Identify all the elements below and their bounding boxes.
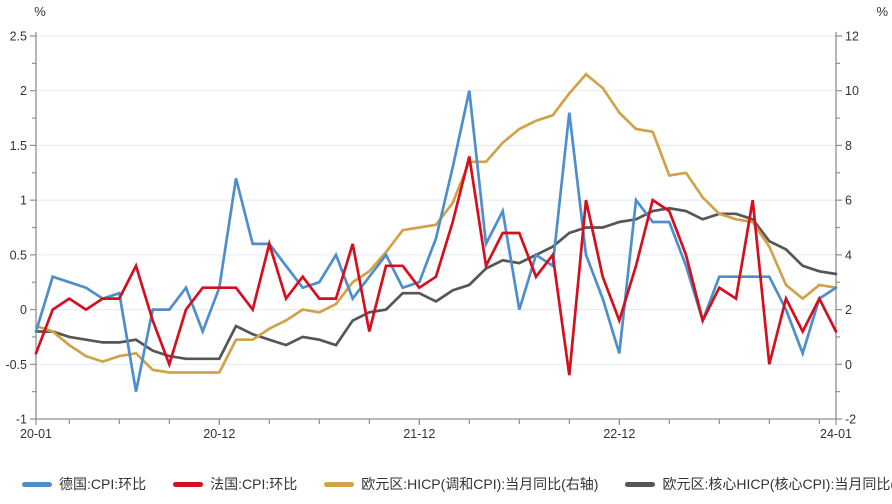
x-tick-label: 20-01 bbox=[20, 427, 52, 441]
legend-label: 欧元区:HICP(调和CPI):当月同比(右轴) bbox=[361, 476, 599, 492]
right-tick-label: 0 bbox=[845, 358, 852, 372]
x-tick-label: 22-12 bbox=[603, 427, 635, 441]
x-tick-label: 21-12 bbox=[403, 427, 435, 441]
left-tick-label: 1.5 bbox=[10, 139, 27, 153]
legend-swatch-france bbox=[173, 481, 204, 487]
gridlines bbox=[36, 35, 836, 365]
left-tick-label: 2.5 bbox=[10, 30, 27, 44]
legend-item-germany: 德国:CPI:环比 bbox=[22, 477, 146, 491]
left-tick-label: 1 bbox=[20, 194, 27, 208]
right-tick-label: 2 bbox=[845, 303, 852, 317]
left-tick-label: -1 bbox=[16, 413, 27, 427]
legend-swatch-germany bbox=[22, 481, 52, 487]
series-line-france bbox=[34, 156, 838, 376]
y-axis-left: 2.5 2 1.5 1 0.5 0 -0.5 -1% bbox=[5, 4, 46, 427]
right-tick-label: 4 bbox=[845, 248, 852, 262]
right-tick-label: 12 bbox=[845, 30, 859, 44]
legend-label: 法国:CPI:环比 bbox=[210, 476, 298, 492]
series-lines bbox=[34, 72, 838, 392]
chart-panel: 2.5 2 1.5 1 0.5 0 -0.5 -1% 12 10 8 6 4 2 0 -2% 20-01 20-1… bbox=[5, 4, 888, 441]
left-tick-label: 0 bbox=[20, 303, 27, 317]
legend-item-france: 法国:CPI:环比 bbox=[173, 477, 297, 491]
right-tick-label: 6 bbox=[845, 194, 852, 208]
legend-swatch-core_hicp bbox=[625, 481, 656, 487]
right-axis-unit: % bbox=[876, 4, 888, 19]
right-tick-label: 8 bbox=[845, 139, 852, 153]
x-tick-label: 20-12 bbox=[203, 427, 235, 441]
left-tick-label: -0.5 bbox=[5, 358, 27, 372]
right-tick-label: 10 bbox=[845, 84, 859, 98]
x-axis: 20-01 20-12 21-12 22-12 24-01 bbox=[20, 419, 852, 441]
left-tick-label: 2 bbox=[20, 84, 27, 98]
legend-label: 德国:CPI:环比 bbox=[59, 476, 147, 492]
right-tick-label: -2 bbox=[845, 413, 856, 427]
y-axis-right: 12 10 8 6 4 2 0 -2% bbox=[836, 4, 888, 427]
series-line-core_hicp bbox=[34, 206, 838, 361]
legend: 德国:CPI:环比 法国:CPI:环比 欧元区:HICP(调和CPI):当月同比(右… bbox=[0, 469, 892, 499]
left-axis-unit: % bbox=[34, 4, 46, 19]
x-tick-label: 24-01 bbox=[820, 427, 852, 441]
dual-axis-line-chart: 2.5 2 1.5 1 0.5 0 -0.5 -1% 12 10 8 6 4 2 0 -2% 20-01 20-1… bbox=[5, 4, 888, 441]
left-tick-label: 0.5 bbox=[10, 248, 27, 262]
legend-item-core_hicp: 欧元区:核心HICP(核心CPI):当月同比(右轴) bbox=[625, 477, 892, 491]
series-line-hicp bbox=[34, 72, 838, 374]
series-line-germany bbox=[34, 90, 838, 392]
legend-item-hicp: 欧元区:HICP(调和CPI):当月同比(右轴) bbox=[324, 477, 598, 491]
legend-swatch-hicp bbox=[324, 481, 355, 487]
legend-label: 欧元区:核心HICP(核心CPI):当月同比(右轴) bbox=[662, 476, 892, 492]
